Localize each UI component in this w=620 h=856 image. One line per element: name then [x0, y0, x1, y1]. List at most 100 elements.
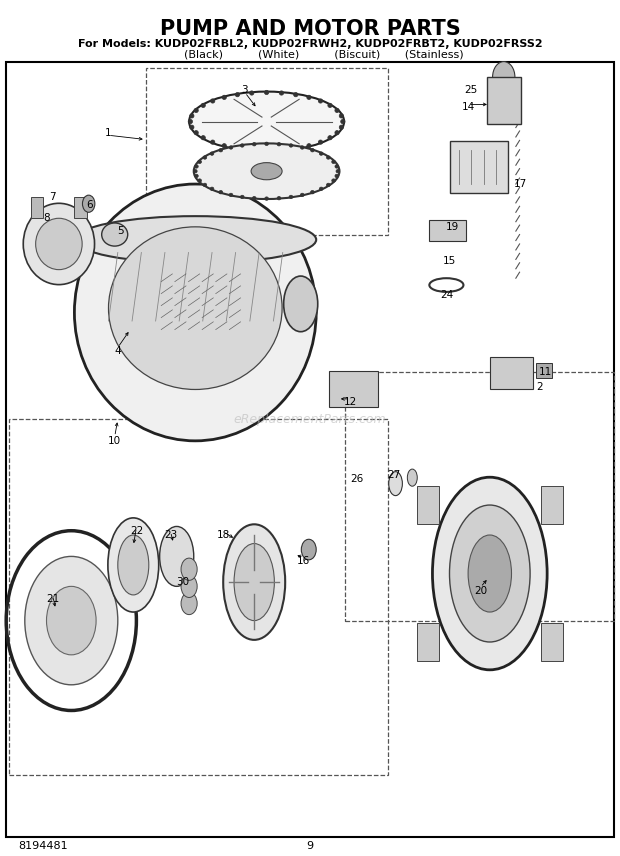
Bar	[345, 372, 614, 621]
Text: 1: 1	[105, 128, 112, 138]
Ellipse shape	[159, 526, 193, 586]
Ellipse shape	[389, 472, 402, 496]
Ellipse shape	[319, 187, 323, 191]
Ellipse shape	[210, 152, 214, 155]
Text: 3: 3	[242, 85, 248, 95]
Ellipse shape	[193, 143, 340, 199]
Ellipse shape	[229, 193, 232, 197]
Ellipse shape	[311, 148, 314, 152]
Bar	[541, 623, 563, 661]
Ellipse shape	[265, 197, 268, 200]
Text: 11: 11	[539, 367, 552, 377]
Ellipse shape	[340, 120, 345, 124]
Bar	[146, 68, 388, 235]
Text: 21: 21	[46, 594, 60, 604]
Bar	[417, 623, 439, 661]
Ellipse shape	[235, 146, 239, 151]
Ellipse shape	[279, 91, 283, 95]
Ellipse shape	[229, 146, 233, 149]
Ellipse shape	[193, 169, 197, 173]
Circle shape	[181, 592, 197, 615]
Ellipse shape	[241, 144, 244, 147]
Ellipse shape	[335, 108, 339, 112]
Text: (Black)          (White)          (Biscuit)       (Stainless): (Black) (White) (Biscuit) (Stainless)	[156, 50, 464, 60]
Circle shape	[82, 195, 95, 212]
Ellipse shape	[223, 524, 285, 640]
Bar	[536, 363, 552, 378]
Ellipse shape	[108, 227, 282, 389]
Text: 15: 15	[443, 256, 456, 266]
Ellipse shape	[198, 179, 202, 182]
Ellipse shape	[300, 193, 304, 197]
Text: 5: 5	[118, 226, 124, 236]
Ellipse shape	[194, 131, 198, 135]
Text: 27: 27	[387, 470, 401, 480]
Ellipse shape	[222, 95, 226, 99]
Ellipse shape	[318, 140, 322, 145]
Ellipse shape	[211, 98, 215, 103]
Text: 16: 16	[297, 556, 311, 566]
Text: 6: 6	[87, 200, 93, 211]
Text: 14: 14	[461, 102, 475, 112]
Ellipse shape	[190, 125, 194, 129]
Ellipse shape	[319, 152, 323, 155]
Bar	[74, 197, 87, 218]
Ellipse shape	[195, 164, 198, 168]
Text: 12: 12	[343, 397, 357, 407]
Ellipse shape	[234, 544, 274, 621]
Ellipse shape	[283, 276, 317, 332]
Text: 24: 24	[440, 290, 453, 300]
Ellipse shape	[468, 535, 512, 612]
Bar	[417, 486, 439, 524]
Ellipse shape	[211, 140, 215, 145]
Circle shape	[46, 586, 96, 655]
Text: 30: 30	[176, 577, 190, 587]
Circle shape	[492, 62, 515, 92]
Ellipse shape	[198, 160, 202, 163]
Ellipse shape	[264, 149, 269, 153]
Ellipse shape	[311, 191, 314, 194]
Bar	[9, 419, 388, 775]
Text: 18: 18	[216, 530, 230, 540]
Text: 23: 23	[164, 530, 177, 540]
Ellipse shape	[307, 144, 311, 148]
Text: 8194481: 8194481	[19, 841, 68, 851]
Ellipse shape	[241, 195, 244, 199]
Circle shape	[181, 575, 197, 597]
Ellipse shape	[318, 98, 322, 103]
Ellipse shape	[289, 144, 293, 147]
Bar	[541, 486, 563, 524]
Ellipse shape	[250, 148, 254, 152]
Ellipse shape	[194, 108, 198, 112]
Ellipse shape	[265, 142, 268, 146]
Ellipse shape	[235, 92, 239, 97]
Ellipse shape	[74, 217, 316, 264]
Ellipse shape	[190, 114, 194, 118]
Ellipse shape	[201, 135, 205, 140]
Ellipse shape	[264, 91, 269, 95]
Ellipse shape	[294, 92, 298, 97]
Text: 17: 17	[514, 179, 528, 189]
Ellipse shape	[433, 478, 547, 669]
Ellipse shape	[328, 135, 332, 140]
Ellipse shape	[252, 142, 256, 146]
Ellipse shape	[222, 144, 226, 148]
Ellipse shape	[407, 469, 417, 486]
Ellipse shape	[24, 204, 94, 284]
Ellipse shape	[332, 179, 335, 182]
Text: 19: 19	[446, 222, 459, 232]
Ellipse shape	[300, 146, 304, 149]
Ellipse shape	[339, 125, 343, 129]
Text: 26: 26	[350, 474, 363, 484]
Ellipse shape	[335, 175, 339, 178]
Text: 2: 2	[536, 382, 542, 392]
Ellipse shape	[35, 218, 82, 270]
Text: 4: 4	[115, 346, 121, 356]
Bar	[429, 220, 466, 241]
Ellipse shape	[189, 92, 344, 152]
Ellipse shape	[219, 148, 223, 152]
Bar	[490, 357, 533, 389]
Ellipse shape	[277, 142, 281, 146]
Ellipse shape	[251, 163, 282, 180]
Ellipse shape	[277, 197, 281, 200]
